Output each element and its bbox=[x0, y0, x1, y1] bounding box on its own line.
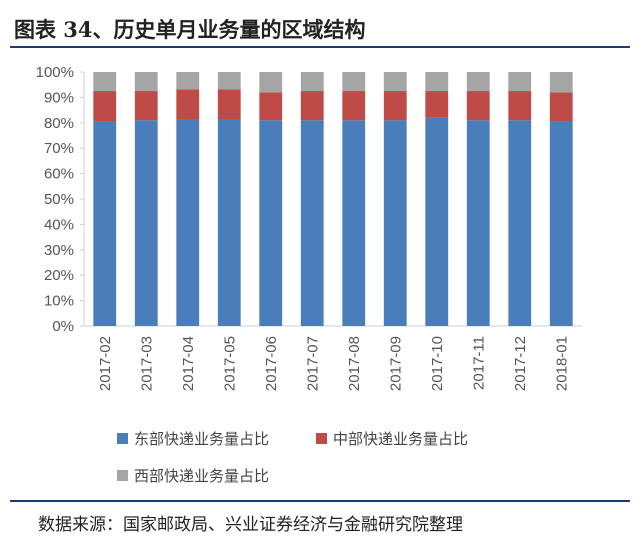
title-divider bbox=[10, 46, 630, 48]
stacked-bar-chart: 0% 10% 20% 30% 40% 50% 60% 70% 80% 90% 100% 2017-02… bbox=[36, 64, 582, 391]
legend-label: 中部快递业务量占比 bbox=[333, 430, 469, 448]
y-tick-label: 0% bbox=[52, 318, 74, 335]
bar-segment bbox=[93, 72, 117, 92]
x-tick-label: 2017-06 bbox=[263, 336, 280, 391]
bar-segment bbox=[383, 72, 407, 92]
bar-segment bbox=[342, 120, 366, 326]
bar-segment bbox=[259, 120, 283, 326]
y-tick-label: 30% bbox=[44, 242, 74, 259]
y-tick-label: 20% bbox=[44, 267, 74, 284]
bar-segment bbox=[134, 91, 158, 121]
bar-segment bbox=[93, 91, 117, 122]
bar-segment bbox=[549, 92, 573, 122]
bar-segment bbox=[383, 120, 407, 326]
y-tick-label: 90% bbox=[44, 89, 74, 106]
bar-segment bbox=[176, 72, 200, 90]
bar-segment bbox=[383, 91, 407, 121]
bar-segment bbox=[466, 120, 490, 326]
x-tick-label: 2017-11 bbox=[470, 336, 487, 390]
bar-segment bbox=[508, 72, 532, 92]
x-tick-label: 2018-01 bbox=[553, 336, 570, 391]
bar-segment bbox=[549, 121, 573, 326]
x-tick-label: 2017-07 bbox=[304, 336, 321, 391]
y-tick-label: 10% bbox=[44, 293, 74, 310]
legend-west: 西部快递业务量占比 bbox=[117, 465, 269, 486]
bar-segment bbox=[425, 117, 449, 326]
bar-segment bbox=[300, 120, 324, 326]
y-tick-label: 80% bbox=[44, 115, 74, 132]
bar-segment bbox=[549, 72, 573, 93]
bar-segment bbox=[217, 118, 241, 327]
bar-segment bbox=[342, 91, 366, 121]
bar-segment bbox=[176, 118, 200, 327]
bar-segment bbox=[425, 72, 449, 92]
source-divider bbox=[10, 500, 630, 502]
x-tick-label: 2017-10 bbox=[429, 336, 446, 391]
x-tick-label: 2017-12 bbox=[512, 336, 529, 391]
legend-label: 东部快递业务量占比 bbox=[134, 430, 270, 448]
legend-label: 西部快递业务量占比 bbox=[134, 467, 270, 485]
figure-title: 图表 34、历史单月业务量的区域结构 bbox=[14, 17, 366, 42]
bar-segment bbox=[508, 120, 532, 326]
x-tick-label: 2017-02 bbox=[97, 336, 114, 391]
bar-segment bbox=[425, 91, 449, 118]
bar-segment bbox=[300, 91, 324, 121]
bar-segment bbox=[466, 91, 490, 121]
bar-segment bbox=[217, 72, 241, 90]
bar-segment bbox=[134, 72, 158, 92]
x-tick-label: 2017-08 bbox=[346, 336, 363, 391]
bar-segment bbox=[134, 120, 158, 326]
legend-swatch bbox=[117, 433, 128, 444]
source-note: 数据来源：国家邮政局、兴业证券经济与金融研究院整理 bbox=[38, 515, 463, 535]
bar-segment bbox=[176, 89, 200, 119]
x-tick-label: 2017-05 bbox=[221, 336, 238, 391]
y-tick-label: 100% bbox=[36, 64, 74, 81]
bar-segment bbox=[259, 92, 283, 121]
y-tick-label: 50% bbox=[44, 191, 74, 208]
x-tick-label: 2017-03 bbox=[138, 336, 155, 391]
legend-central: 中部快递业务量占比 bbox=[316, 428, 468, 449]
y-tick-label: 70% bbox=[44, 140, 74, 157]
bar-segment bbox=[300, 72, 324, 92]
bar-segment bbox=[466, 72, 490, 92]
legend-east: 东部快递业务量占比 bbox=[117, 428, 269, 449]
legend-swatch bbox=[117, 470, 128, 481]
bar-segment bbox=[508, 91, 532, 121]
y-tick-label: 60% bbox=[44, 166, 74, 183]
legend-swatch bbox=[316, 433, 327, 444]
y-tick-label: 40% bbox=[44, 216, 74, 233]
bar-segment bbox=[217, 89, 241, 119]
bar-segment bbox=[259, 72, 283, 93]
bar-segment bbox=[342, 72, 366, 92]
bar-segment bbox=[93, 121, 117, 326]
x-tick-label: 2017-09 bbox=[387, 336, 404, 391]
x-tick-label: 2017-04 bbox=[180, 336, 197, 391]
